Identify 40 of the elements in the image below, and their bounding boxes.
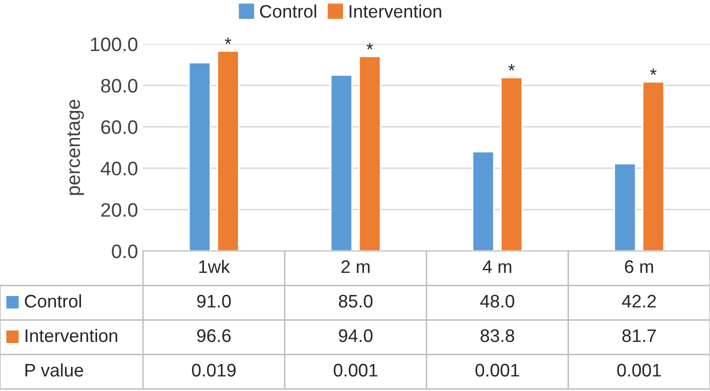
bar [216,50,240,251]
bar [472,150,495,251]
y-tick-label: 20.0 [101,203,138,217]
bar [500,76,523,251]
y-tick-label: 0.0 [112,244,138,258]
bar [358,56,382,251]
text: 0.001 [334,364,378,377]
bar [642,81,665,251]
text: Intervention [26,328,118,342]
data-label: 81.7 [622,329,656,342]
annotation: * [508,64,515,70]
y-tick-label: 60.0 [101,120,138,134]
legend-label: Control [260,4,316,18]
y-axis-title: percentage [67,100,84,195]
text: 0.001 [475,364,520,377]
bar [614,162,636,251]
data-label: 42.2 [622,294,656,308]
data-label: 48.0 [480,294,514,308]
x-tick-label: 6 m [624,260,653,274]
annotation: * [650,68,657,75]
text: 0.019 [192,364,236,377]
annotation: * [366,43,374,50]
data-label: 96.6 [197,329,231,342]
bar [330,74,353,251]
data-label: 94.0 [338,329,372,342]
legend-label: Intervention [350,4,442,18]
text: P value [25,363,84,377]
text: 0.001 [617,364,661,377]
y-tick-label: 40.0 [100,162,138,176]
x-tick-label: 4 m [482,260,512,273]
data-label: 85.0 [338,294,372,308]
x-tick-label: 2 m [341,260,370,273]
data-label: 83.8 [480,329,514,342]
y-tick-label: 100.0 [90,37,138,52]
x-tick-label: 1wk [199,260,230,273]
annotation: * [224,38,232,44]
bar [188,62,212,251]
text: Control [24,294,81,308]
data-label: 91.0 [197,294,231,308]
y-tick-label: 80.0 [101,78,138,93]
